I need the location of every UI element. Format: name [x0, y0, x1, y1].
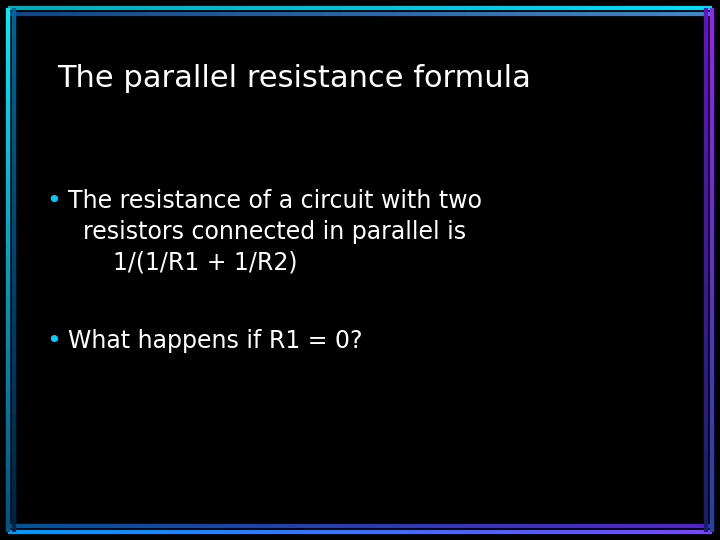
Text: The parallel resistance formula: The parallel resistance formula	[58, 64, 531, 93]
Text: What happens if R1 = 0?: What happens if R1 = 0?	[68, 329, 363, 353]
Text: •: •	[47, 189, 61, 213]
Text: •: •	[47, 329, 61, 353]
Text: The resistance of a circuit with two
  resistors connected in parallel is
      : The resistance of a circuit with two res…	[68, 189, 482, 274]
